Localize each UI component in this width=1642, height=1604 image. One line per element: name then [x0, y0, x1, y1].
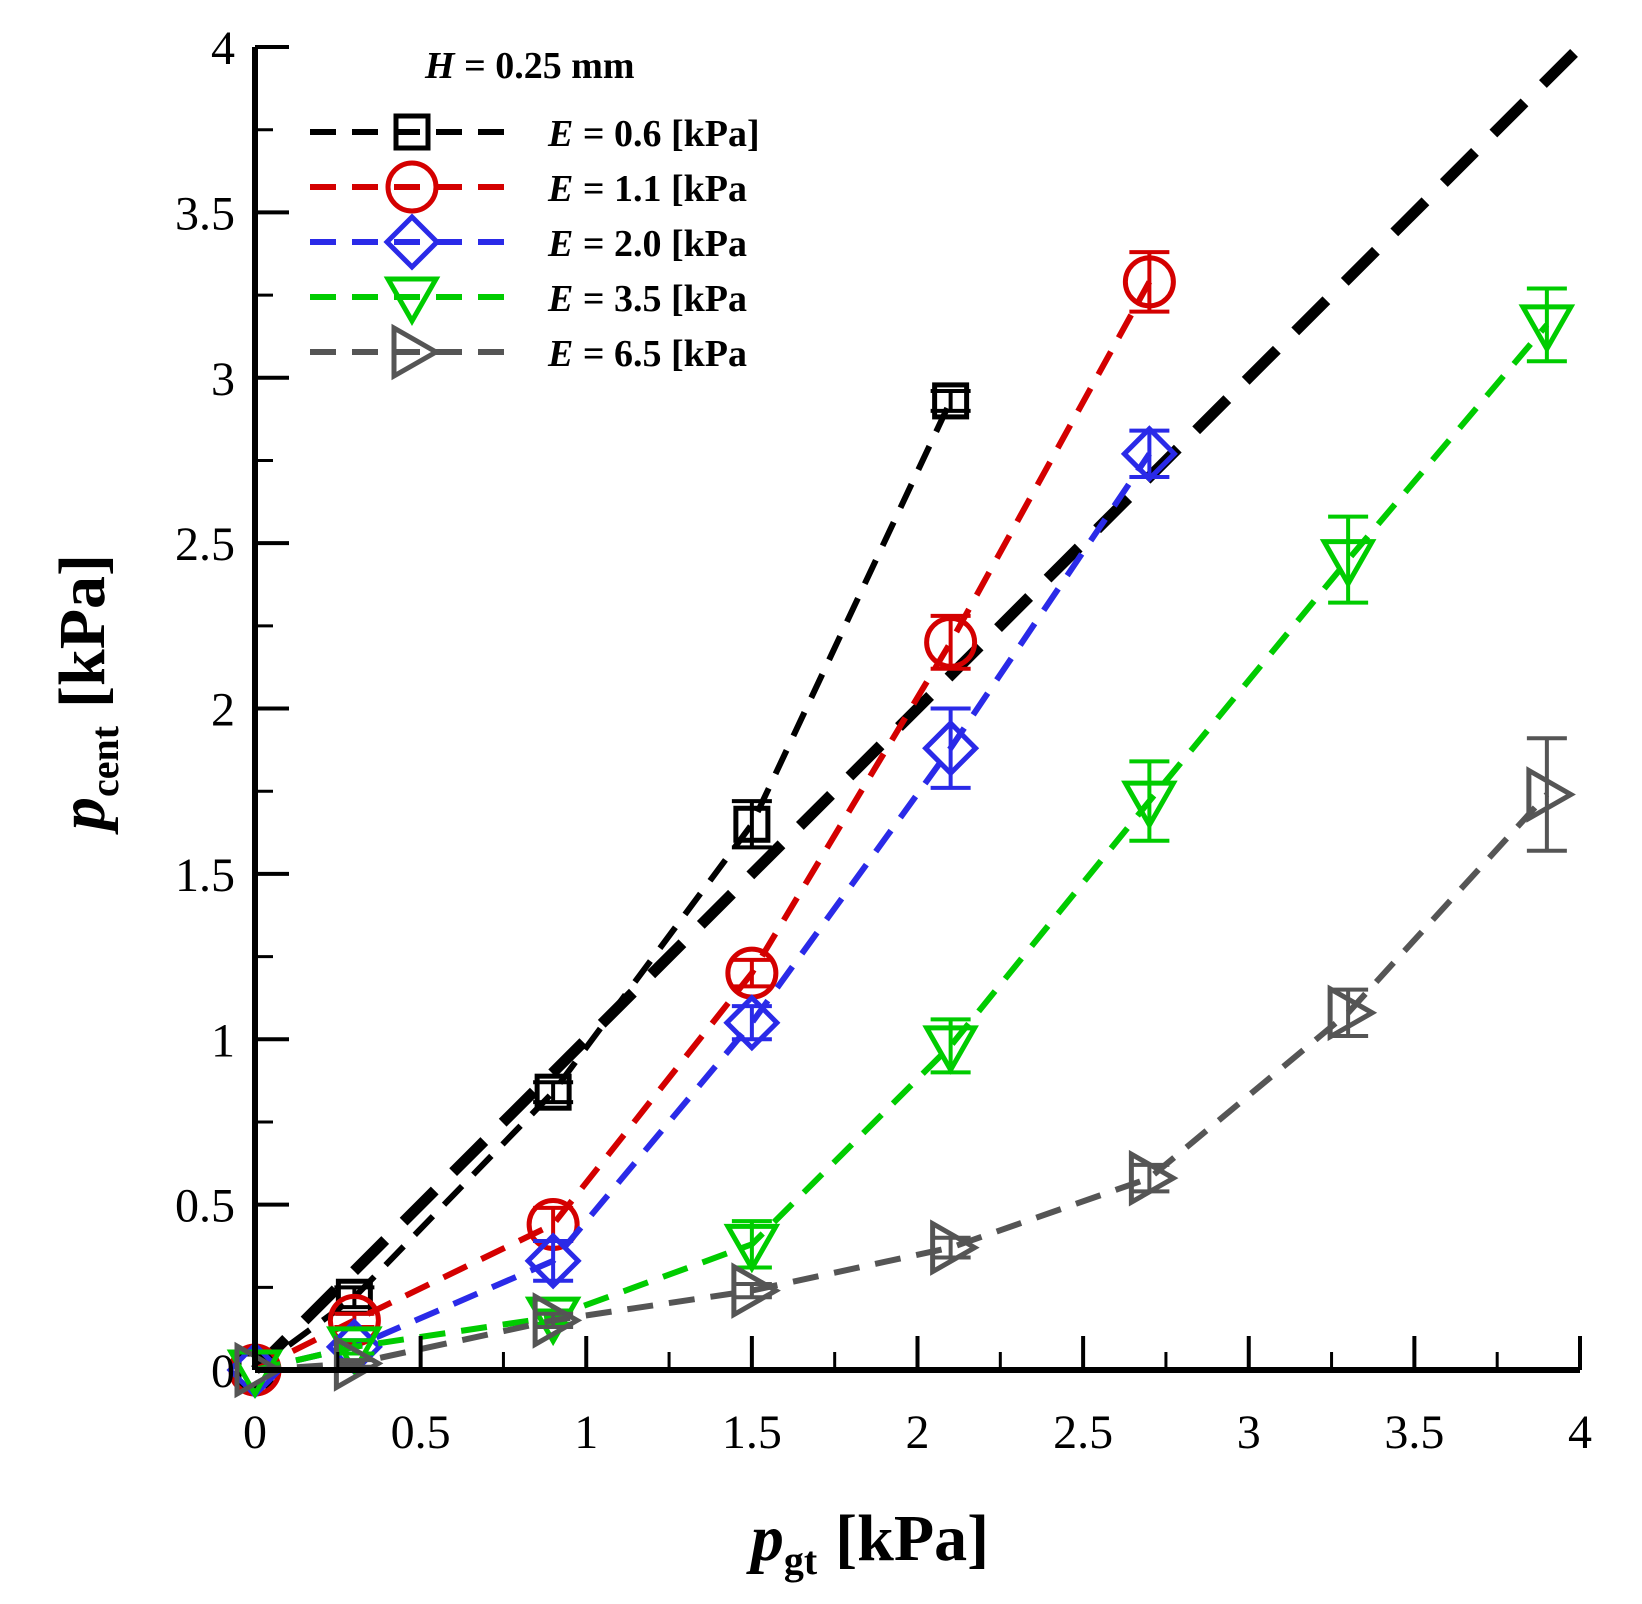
square-marker: [733, 805, 771, 843]
triangle-right-marker: [930, 1219, 980, 1276]
legend-label: E = 1.1 [kPa: [547, 168, 747, 210]
square-marker: [393, 113, 431, 151]
triangle-down-marker: [1518, 304, 1576, 354]
legend-label-var: E: [547, 113, 573, 155]
x-axis-title-sub: gt: [784, 1538, 818, 1583]
legend-header-var: H: [424, 45, 456, 87]
x-tick-label: 0.5: [391, 1406, 451, 1459]
legend-label: E = 2.0 [kPa: [547, 223, 747, 265]
series-4: [226, 286, 1576, 1400]
series-line: [254, 322, 1550, 1373]
square-marker: [534, 1073, 572, 1111]
reference-line-group: [251, 43, 1584, 1374]
y-axis-title: pcent [kPa]: [46, 554, 127, 835]
triangle-down-marker: [723, 1223, 781, 1274]
x-tick-label: 1.5: [722, 1406, 782, 1459]
series-line: [254, 792, 1550, 1373]
diamond-marker: [383, 213, 441, 271]
legend-label-var: E: [547, 278, 573, 320]
series-line: [254, 452, 1152, 1373]
y-tick-label: 0: [211, 1345, 235, 1398]
triangle-down-marker: [922, 1025, 979, 1075]
legend-label-var: E: [547, 168, 573, 210]
series-line: [253, 399, 954, 1373]
legend-label-var: E: [547, 333, 573, 375]
triangle-right-marker: [1128, 1149, 1179, 1207]
x-tick-label: 0: [243, 1406, 267, 1459]
diamond-marker: [524, 1232, 582, 1290]
triangle-right-marker: [532, 1292, 583, 1349]
x-tick-label: 3.5: [1384, 1406, 1444, 1459]
y-tick-label: 3.5: [175, 187, 235, 240]
legend-header: H = 0.25 mm: [424, 45, 635, 87]
series-5: [234, 736, 1576, 1399]
triangle-down-marker: [383, 276, 441, 327]
tick-labels-group: 0 0.5 1 1.5 2 2.5 3 3.5 4 0 0.5 1 1.5 2 2.5 3 3.5 4: [175, 22, 1592, 1459]
y-tick-label: 2: [211, 684, 235, 737]
axes-group: [252, 45, 1582, 1373]
diamond-marker: [1120, 425, 1178, 483]
y-axis-title-unit: [kPa]: [46, 554, 119, 708]
legend-label-rest: = 6.5 [kPa: [573, 333, 747, 375]
legend-label-rest: = 1.1 [kPa: [573, 168, 747, 210]
series-line: [253, 280, 1153, 1373]
y-tick-label: 2.5: [175, 518, 235, 571]
triangle-right-marker: [1526, 766, 1576, 823]
triangle-right-marker: [391, 323, 442, 381]
triangle-right-marker: [1327, 984, 1378, 1042]
x-axis-title-main: p: [746, 1502, 784, 1575]
reference-line-y-equals-x: [251, 43, 1584, 1374]
x-tick-label: 2: [906, 1406, 930, 1459]
series-2: [228, 250, 1176, 1397]
legend-label-var: E: [547, 223, 573, 265]
circle-marker: [1122, 255, 1176, 309]
circle-marker: [924, 615, 978, 669]
legend-header-rest: = 0.25 mm: [455, 45, 635, 87]
circle-marker: [385, 160, 439, 214]
triangle-down-marker: [1319, 539, 1377, 589]
legend-label-rest: = 3.5 [kPa: [573, 278, 747, 320]
legend-label: E = 3.5 [kPa: [547, 278, 747, 320]
legend-label-rest: = 2.0 [kPa: [573, 223, 747, 265]
triangle-right-marker: [731, 1262, 781, 1319]
x-axis-title: pgt [kPa]: [746, 1502, 989, 1583]
triangle-down-marker: [326, 1326, 383, 1376]
y-tick-label: 1: [211, 1014, 235, 1067]
series-group: [226, 250, 1576, 1400]
triangle-down-marker: [1121, 780, 1178, 831]
x-tick-label: 4: [1568, 1406, 1592, 1459]
y-tick-label: 4: [211, 22, 235, 75]
legend-label-rest: = 0.6 [kPa]: [573, 113, 759, 155]
y-axis-title-main: p: [46, 797, 119, 835]
y-tick-label: 0.5: [175, 1180, 235, 1233]
diamond-marker: [922, 719, 980, 777]
legend-label: E = 6.5 [kPa: [547, 333, 747, 375]
y-axis-title-sub: cent: [82, 725, 127, 797]
square-marker: [932, 382, 970, 420]
x-tick-label: 3: [1237, 1406, 1261, 1459]
diamond-marker: [723, 994, 781, 1052]
x-tick-label: 1: [574, 1406, 598, 1459]
y-tick-label: 3: [211, 353, 235, 406]
y-tick-label: 1.5: [175, 849, 235, 902]
series-1: [236, 382, 971, 1389]
x-axis-title-unit: [kPa]: [835, 1502, 989, 1575]
x-tick-label: 2.5: [1053, 1406, 1113, 1459]
legend-label: E = 0.6 [kPa]: [547, 113, 760, 155]
